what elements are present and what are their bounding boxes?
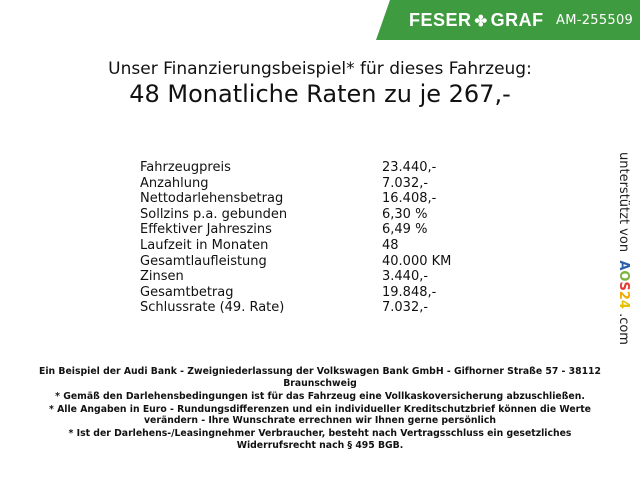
row-value: 7.032,- (382, 300, 429, 316)
row-label: Effektiver Jahreszins (140, 222, 272, 238)
brand-name-left: FESER (409, 10, 472, 30)
monthly-rate-heading: 48 Monatliche Raten zu je 267,- (129, 80, 511, 108)
dealer-logo: FESER ✤ GRAF (409, 10, 544, 31)
table-row: Gesamtbetrag 19.848,- (140, 285, 470, 301)
row-label: Anzahlung (140, 175, 209, 191)
domain-suffix: .com (616, 313, 631, 345)
withdrawal-note: * Ist der Darlehens-/Leasingnehmer Verbr… (68, 428, 572, 451)
row-value: 48 (382, 237, 399, 253)
vehicle-code: AM-255509 (556, 13, 634, 28)
table-row: Anzahlung 7.032,- (140, 176, 470, 192)
row-value: 3.440,- (382, 269, 429, 285)
row-label: Zinsen (140, 269, 184, 285)
brand-name-right: GRAF (490, 10, 544, 30)
row-value: 23.440,- (382, 160, 437, 175)
supported-by-aos24: unterstützt von AOS24 .com (616, 152, 631, 345)
row-value: 6,49 % (382, 222, 428, 238)
row-value: 7.032,- (382, 175, 429, 191)
table-row: Sollzins p.a. gebunden 6,30 % (140, 207, 470, 223)
disclaimer: Ein Beispiel der Audi Bank - Zweignieder… (30, 366, 610, 453)
row-value: 6,30 % (382, 206, 428, 222)
financing-table: Fahrzeugpreis 23.440,- Anzahlung 7.032,- N… (140, 160, 470, 316)
table-row: Nettodarlehensbetrag 16.408,- (140, 191, 470, 207)
table-row: Laufzeit in Monaten 48 (140, 238, 470, 254)
clover-icon: ✤ (474, 13, 488, 30)
rounding-note: * Alle Angaben in Euro - Rundungsdiffere… (49, 403, 591, 427)
table-row: Gesamtlaufleistung 40.000 KM (140, 254, 470, 270)
row-label: Gesamtlaufleistung (140, 253, 267, 269)
row-label: Schlussrate (49. Rate) (140, 300, 285, 316)
table-row: Fahrzeugpreis 23.440,- (140, 160, 470, 176)
row-label: Laufzeit in Monaten (140, 237, 269, 253)
dealer-banner: FESER ✤ GRAF AM-255509 (376, 0, 640, 40)
table-row: Effektiver Jahreszins 6,49 % (140, 222, 470, 238)
table-row: Zinsen 3.440,- (140, 269, 470, 285)
row-value: 40.000 KM (382, 253, 452, 269)
row-value: 19.848,- (382, 284, 437, 300)
supported-by-text: unterstützt von (616, 152, 631, 253)
row-label: Nettodarlehensbetrag (140, 191, 284, 207)
row-value: 16.408,- (382, 191, 437, 207)
aos24-logo: AOS24 (616, 260, 631, 309)
financing-heading: Unser Finanzierungsbeispiel* für dieses … (108, 59, 532, 79)
table-row: Schlussrate (49. Rate) 7.032,- (140, 300, 470, 316)
bank-note: Ein Beispiel der Audi Bank - Zweignieder… (39, 366, 601, 389)
row-label: Sollzins p.a. gebunden (140, 206, 288, 222)
row-label: Gesamtbetrag (140, 284, 234, 300)
row-label: Fahrzeugpreis (140, 160, 231, 175)
insurance-note: * Gemäß den Darlehensbedingungen ist für… (55, 390, 585, 402)
